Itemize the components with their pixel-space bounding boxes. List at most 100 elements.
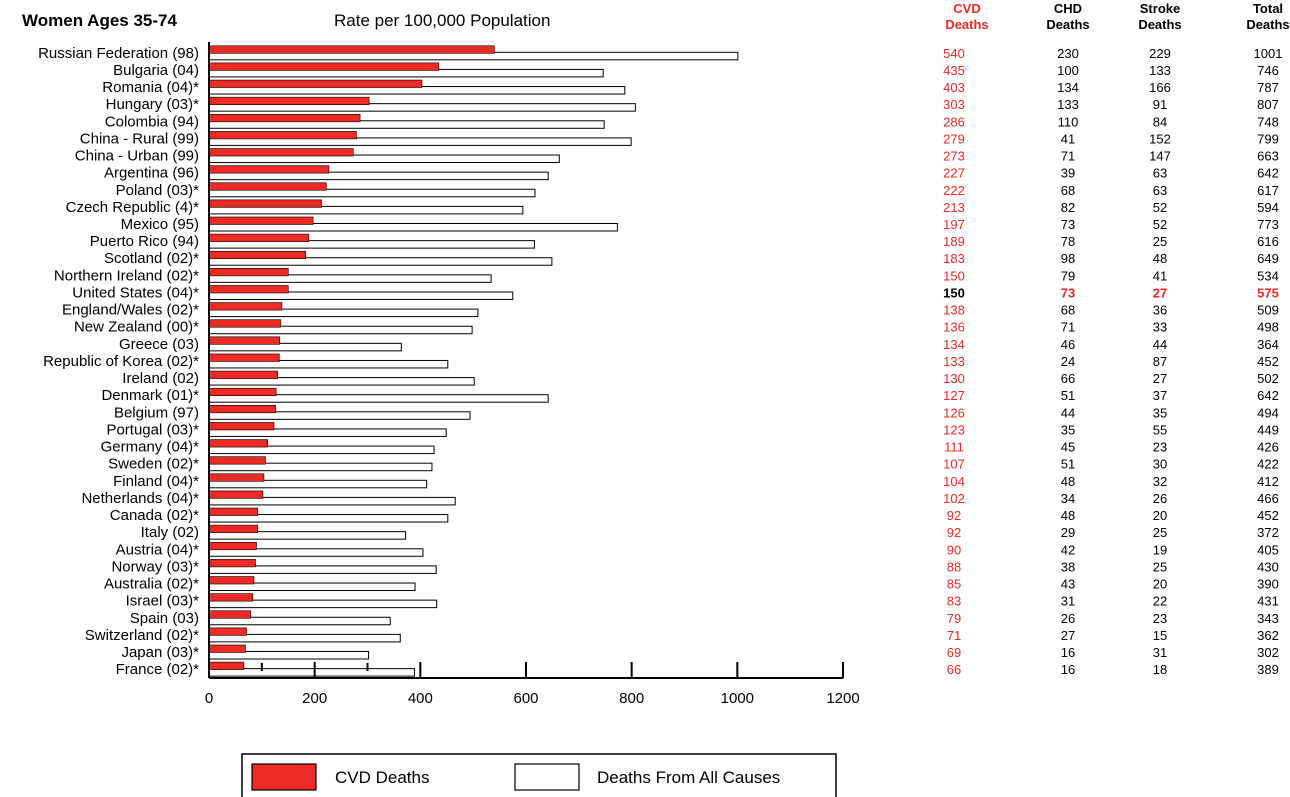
table-cell: 38: [1061, 559, 1075, 574]
cvd-bar: [208, 62, 440, 71]
table-cell: 133: [1057, 97, 1079, 112]
table-cell: 127: [943, 388, 965, 403]
category-label: Germany (04)*: [101, 439, 200, 456]
category-label: Czech Republic (4)*: [66, 199, 200, 216]
cvd-bar: [208, 405, 276, 414]
legend-swatch-cvd: [251, 763, 317, 791]
table-cell: 91: [1153, 97, 1167, 112]
table-cell: 83: [947, 594, 961, 609]
category-label: Denmark (01)*: [101, 387, 199, 404]
table-cell: 37: [1153, 388, 1167, 403]
category-label: Puerto Rico (94): [90, 233, 199, 250]
table-cell: 18: [1153, 662, 1167, 677]
x-tick-label: 0: [205, 690, 213, 707]
table-cell: 133: [1149, 63, 1171, 78]
table-cell: 63: [1153, 183, 1167, 198]
table-cell: 133: [943, 354, 965, 369]
bars-group: [208, 45, 739, 677]
table-cell: 642: [1257, 166, 1279, 181]
table-cell: 642: [1257, 388, 1279, 403]
table-cell: 79: [947, 611, 961, 626]
table-cell: 51: [1061, 457, 1075, 472]
x-axis: 0 200 400 600 800 1000 1200: [205, 42, 860, 707]
table-cell: 36: [1153, 303, 1167, 318]
table-cell: 79: [1061, 268, 1075, 283]
category-label: Portugal (03)*: [106, 421, 199, 438]
table-cell: 16: [1061, 662, 1075, 677]
cvd-bar: [208, 387, 277, 397]
cvd-bar: [208, 96, 370, 105]
table-cell: 100: [1057, 63, 1079, 78]
table-cell: 35: [1153, 405, 1167, 420]
table-cell: 189: [943, 234, 965, 249]
table-cell: 30: [1153, 457, 1167, 472]
table-cell: 273: [943, 149, 965, 164]
table-cell: 136: [943, 320, 965, 335]
table-cell: 390: [1257, 577, 1279, 592]
category-label: Australia (02)*: [104, 576, 199, 593]
table-cell: 534: [1257, 268, 1279, 283]
table-cell: 663: [1257, 149, 1279, 164]
table-cell: 452: [1257, 354, 1279, 369]
table-cell: 27: [1061, 628, 1075, 643]
category-label: Argentina (96): [104, 165, 199, 182]
table-cell: 403: [943, 80, 965, 95]
table-cell: 27: [1153, 285, 1167, 300]
cvd-bar: [208, 319, 282, 328]
table-cell: 1001: [1254, 46, 1283, 61]
table-cell: 41: [1061, 131, 1075, 146]
category-label: Romania (04)*: [102, 79, 199, 96]
table-cell: 123: [943, 422, 965, 437]
table-cell: 98: [1061, 251, 1075, 266]
table-cell: 39: [1061, 166, 1075, 181]
cvd-bar: [208, 524, 258, 533]
table-cell: 71: [1061, 149, 1075, 164]
chart-subtitle: Rate per 100,000 Population: [334, 11, 550, 30]
cvd-bar: [208, 45, 495, 54]
category-label: Belgium (97): [114, 404, 199, 421]
table-header-line1: Stroke: [1140, 1, 1180, 16]
cvd-bar: [208, 576, 255, 585]
cvd-bar: [208, 216, 314, 225]
table-cell: 540: [943, 46, 965, 61]
table-cell: 466: [1257, 491, 1279, 506]
table-cell: 41: [1153, 268, 1167, 283]
category-label: Poland (03)*: [116, 182, 200, 199]
table-cell: 343: [1257, 611, 1279, 626]
table-cell: 51: [1061, 388, 1075, 403]
table-cell: 66: [947, 662, 961, 677]
category-label: Italy (02): [141, 524, 199, 541]
table-cell: 26: [1061, 611, 1075, 626]
cvd-bar: [208, 353, 280, 362]
table-cell: 302: [1257, 645, 1279, 660]
table-header-line2: Deaths: [1138, 17, 1181, 32]
category-label: Bulgaria (04): [113, 62, 199, 79]
table-cell: 147: [1149, 149, 1171, 164]
x-tick-label: 600: [513, 690, 538, 707]
table-cell: 90: [947, 542, 961, 557]
table-cell: 575: [1257, 285, 1279, 300]
category-label: United States (04)*: [72, 284, 199, 301]
table-cell: 23: [1153, 440, 1167, 455]
cvd-bar: [208, 473, 265, 482]
table-cell: 27: [1153, 371, 1167, 386]
table-cell: 130: [943, 371, 965, 386]
cvd-bar: [208, 233, 310, 242]
cvd-bar: [208, 541, 257, 551]
table-cell: 78: [1061, 234, 1075, 249]
table-cell: 32: [1153, 474, 1167, 489]
cvd-bar: [208, 148, 354, 157]
cvd-bar: [208, 131, 357, 140]
table-cell: 107: [943, 457, 965, 472]
table-cell: 649: [1257, 251, 1279, 266]
table-cell: 24: [1061, 354, 1075, 369]
cvd-bar: [208, 250, 306, 260]
table-cell: 303: [943, 97, 965, 112]
table-cell: 799: [1257, 131, 1279, 146]
table-cell: 20: [1153, 508, 1167, 523]
table-cell: 44: [1153, 337, 1167, 352]
x-tick-label: 1200: [826, 690, 859, 707]
table-cell: 31: [1153, 645, 1167, 660]
table-cell: 68: [1061, 303, 1075, 318]
table-cell: 16: [1061, 645, 1075, 660]
